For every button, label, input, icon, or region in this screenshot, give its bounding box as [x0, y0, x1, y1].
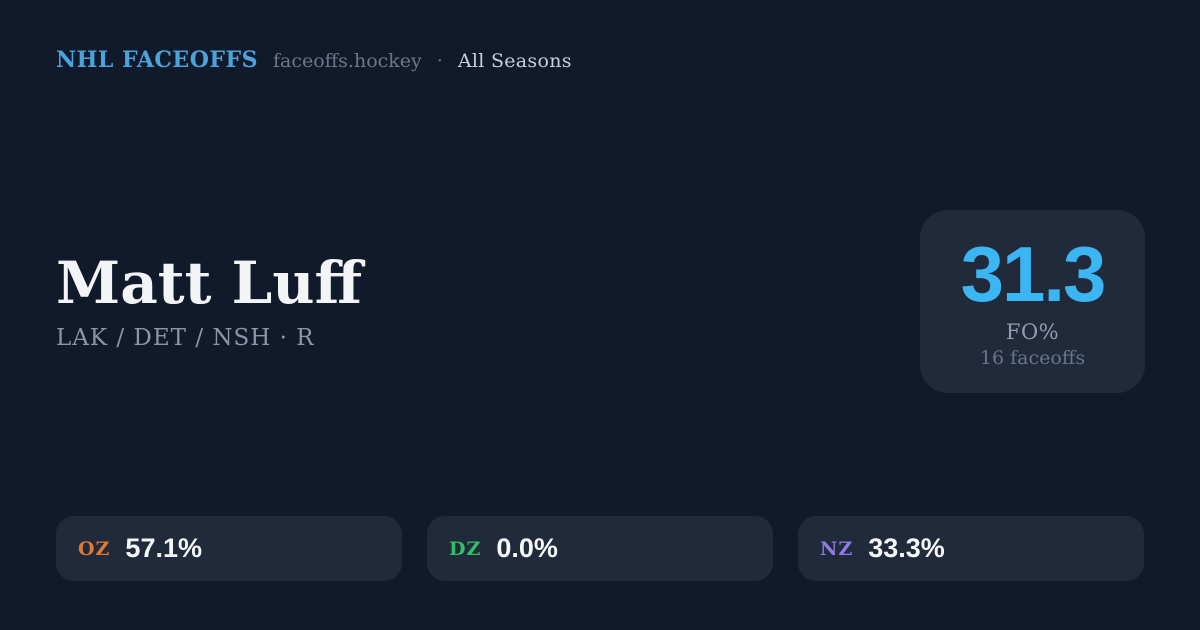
- offensive-zone-value: 57.1%: [125, 533, 202, 563]
- defensive-zone-label: DZ: [449, 537, 482, 560]
- zone-stats-row: OZ 57.1% DZ 0.0% NZ 33.3%: [56, 516, 1144, 581]
- neutral-zone-value: 33.3%: [868, 533, 945, 563]
- faceoff-percentage-value: 31.3: [960, 229, 1107, 318]
- player-info: Matt Luff LAK / DET / NSH · R: [56, 249, 363, 351]
- season-filter-label: All Seasons: [457, 50, 572, 72]
- brand-title: NHL FACEOFFS: [56, 47, 258, 73]
- player-teams-position: LAK / DET / NSH · R: [56, 324, 315, 351]
- faceoff-summary-card: 31.3 FO% 16 faceoffs: [920, 210, 1145, 393]
- offensive-zone-pill: OZ 57.1%: [56, 516, 402, 581]
- faceoff-percentage-label: FO%: [1005, 319, 1060, 344]
- offensive-zone-label: OZ: [78, 537, 111, 560]
- faceoff-count: 16 faceoffs: [979, 346, 1086, 369]
- site-domain: faceoffs.hockey: [273, 50, 422, 72]
- neutral-zone-label: NZ: [820, 537, 854, 560]
- header: NHL FACEOFFS faceoffs.hockey · All Seaso…: [56, 47, 572, 73]
- defensive-zone-value: 0.0%: [496, 533, 558, 563]
- hero-section: Matt Luff LAK / DET / NSH · R 31.3 FO% 1…: [56, 210, 1145, 393]
- neutral-zone-pill: NZ 33.3%: [798, 516, 1144, 581]
- separator-dot: ·: [436, 50, 443, 72]
- player-name: Matt Luff: [56, 249, 363, 318]
- defensive-zone-pill: DZ 0.0%: [427, 516, 773, 581]
